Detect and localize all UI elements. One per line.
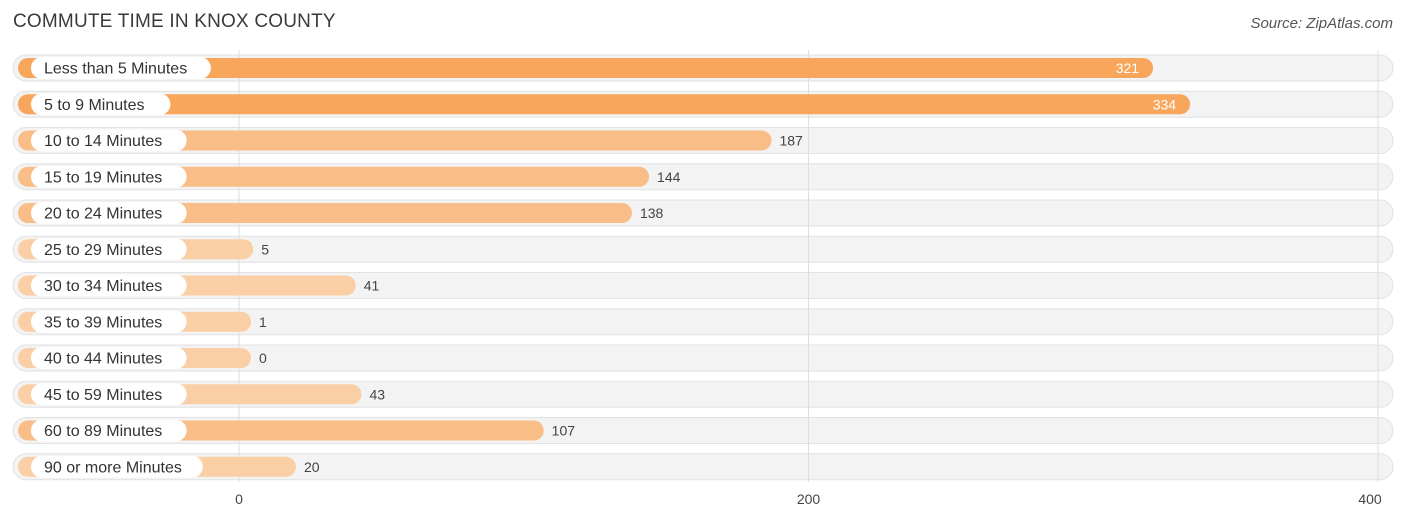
category-label-pill — [31, 419, 187, 442]
category-label: 90 or more Minutes — [44, 459, 182, 476]
category-label: 60 to 89 Minutes — [44, 423, 162, 440]
bar-group: 30 to 34 Minutes 41 — [18, 274, 380, 297]
value-label: 20 — [304, 459, 320, 475]
bar-group: 45 to 59 Minutes 43 — [18, 383, 385, 406]
bar-group: Less than 5 Minutes 321 — [18, 57, 1154, 79]
category-label-pill — [31, 165, 187, 188]
value-label: 334 — [1153, 96, 1177, 112]
row-background — [12, 308, 1394, 336]
bar-group: 35 to 39 Minutes 1 — [18, 310, 267, 333]
row-background — [12, 235, 1394, 263]
x-tick-label: 400 — [1358, 491, 1382, 507]
category-label-pill — [31, 383, 187, 406]
category-label: 25 to 29 Minutes — [44, 242, 162, 259]
category-label-pill — [31, 310, 187, 333]
category-label: Less than 5 Minutes — [44, 61, 187, 78]
row-background — [12, 272, 1394, 299]
chart-rows — [12, 54, 1394, 481]
value-label: 107 — [552, 423, 576, 439]
bar — [18, 58, 1154, 78]
category-label: 15 to 19 Minutes — [44, 169, 162, 186]
bar — [18, 130, 772, 151]
x-tick-label: 200 — [797, 491, 821, 507]
row-background — [12, 453, 1394, 481]
category-label: 45 to 59 Minutes — [44, 387, 162, 404]
category-label: 20 to 24 Minutes — [44, 206, 162, 223]
value-label: 41 — [364, 278, 380, 294]
chart-title: COMMUTE TIME IN KNOX COUNTY — [13, 11, 336, 32]
bar-group: 40 to 44 Minutes 0 — [18, 347, 267, 369]
category-label-pill — [31, 129, 187, 152]
value-label: 187 — [779, 133, 803, 149]
row-background — [12, 344, 1394, 372]
bar-group: 25 to 29 Minutes 5 — [18, 238, 269, 261]
chart-source: Source: ZipAtlas.com — [1250, 15, 1393, 32]
bar-group: 15 to 19 Minutes 144 — [18, 165, 681, 188]
category-label: 40 to 44 Minutes — [44, 351, 162, 368]
value-label: 1 — [259, 314, 267, 330]
bar — [18, 94, 1191, 115]
category-label: 5 to 9 Minutes — [44, 97, 145, 114]
category-label: 30 to 34 Minutes — [44, 278, 162, 295]
chart-gridlines — [238, 50, 1379, 482]
chart-bars: Less than 5 Minutes 321 5 to 9 Minutes 334 1… — [18, 57, 1191, 478]
category-label-pill — [31, 347, 187, 369]
category-label-pill — [31, 455, 203, 478]
value-label: 138 — [640, 205, 664, 221]
bar-group: 20 to 24 Minutes 138 — [18, 202, 664, 224]
bar-group: 5 to 9 Minutes 334 — [18, 93, 1191, 116]
value-label: 321 — [1116, 60, 1140, 76]
bar-group: 10 to 14 Minutes 187 — [18, 129, 803, 152]
category-label-pill — [31, 238, 187, 261]
chart-axis-ticks: 0 200 400 — [235, 491, 1382, 507]
value-label: 43 — [369, 386, 385, 402]
category-label-pill — [31, 57, 211, 79]
x-tick-label: 0 — [235, 491, 243, 507]
category-label-pill — [31, 202, 187, 224]
category-label: 35 to 39 Minutes — [44, 314, 162, 331]
category-label-pill — [31, 93, 171, 116]
value-label: 144 — [657, 169, 681, 185]
bar-group: 90 or more Minutes 20 — [18, 455, 320, 478]
value-label: 0 — [259, 350, 267, 366]
category-label: 10 to 14 Minutes — [44, 133, 162, 150]
value-label: 5 — [261, 241, 269, 257]
category-label-pill — [31, 274, 187, 297]
bar-group: 60 to 89 Minutes 107 — [18, 419, 576, 442]
